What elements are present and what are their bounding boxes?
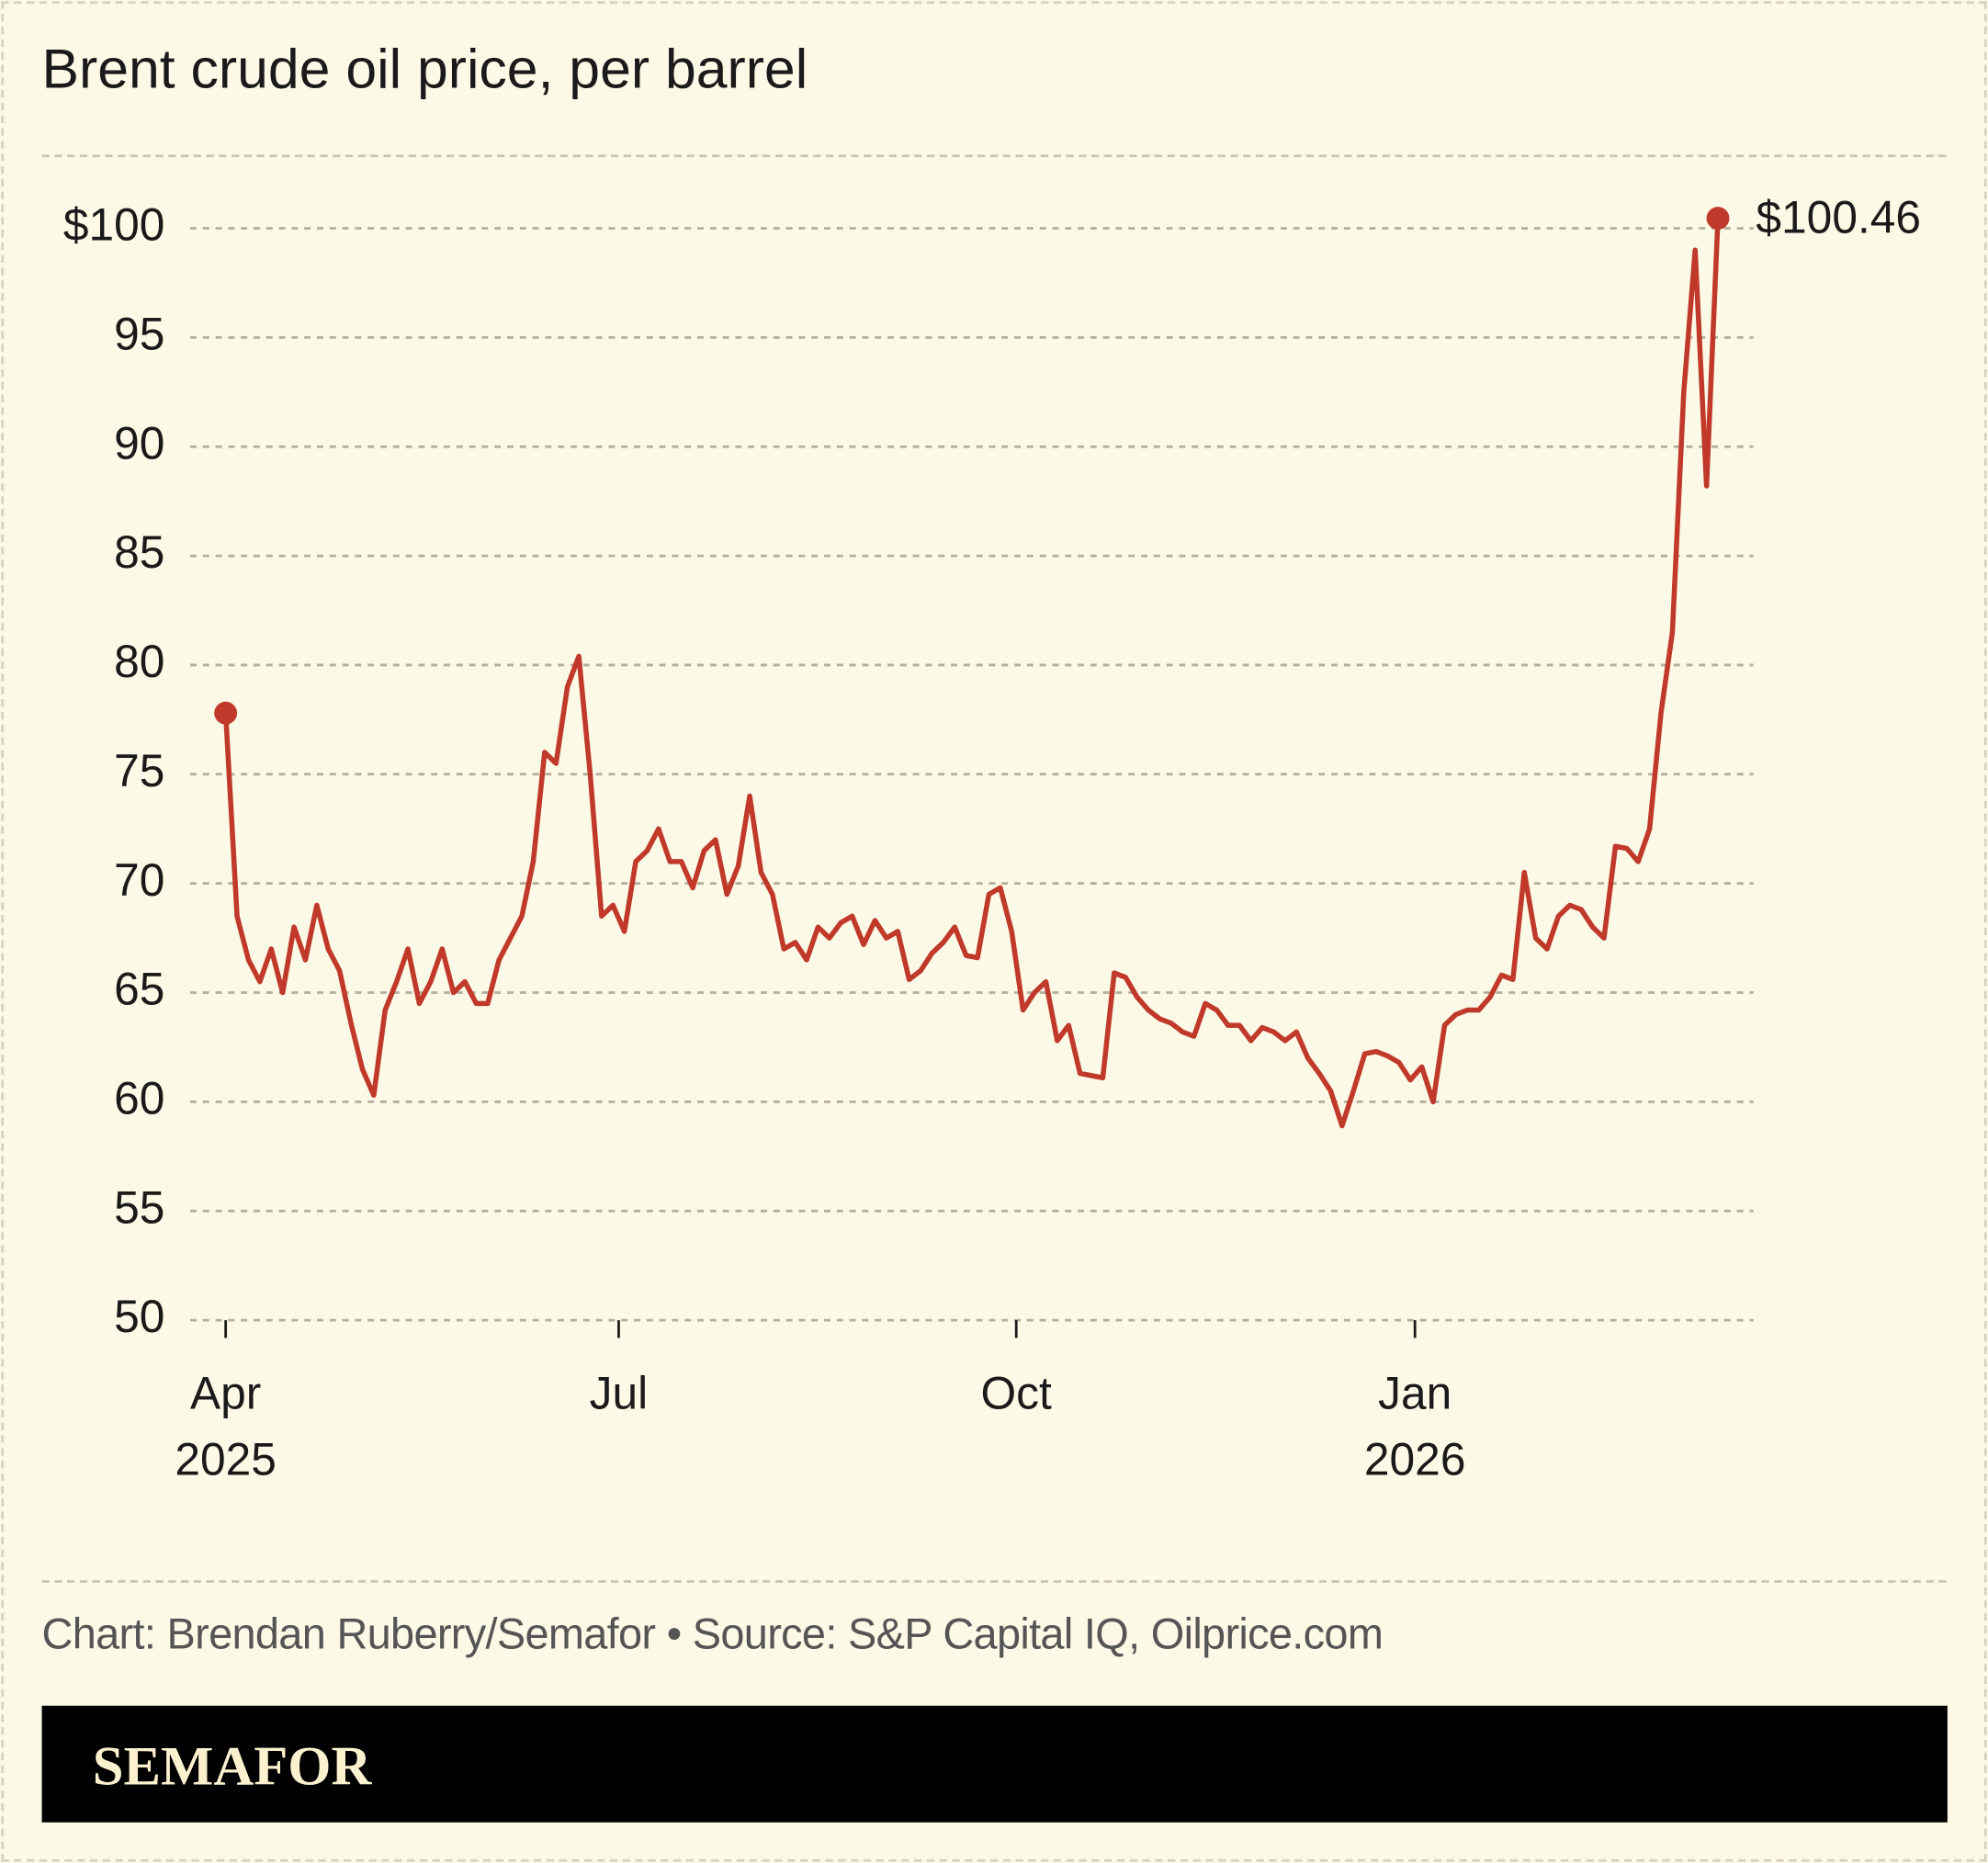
y-tick-label: 90 [114, 417, 164, 469]
end-dot [214, 701, 238, 725]
x-tick-label: Oct [980, 1367, 1052, 1419]
y-tick-label: $100 [63, 199, 165, 251]
x-tick-label: Jan 2026 [1363, 1367, 1466, 1485]
y-tick-label: 75 [114, 745, 164, 796]
brand: SEMAFOR [92, 1734, 372, 1798]
y-tick-label: 85 [114, 526, 164, 578]
line [222, 218, 1721, 1129]
rule [41, 154, 1947, 158]
chart: $100 95 90 85 80 75 70 65 60 55 50 $100.46 [63, 191, 1921, 1342]
end-dot [1706, 207, 1730, 230]
rule [41, 1580, 1947, 1583]
y-tick-label: 95 [114, 308, 164, 359]
x-tick-label: Jul [589, 1367, 649, 1419]
y-tick-label: 70 [114, 854, 164, 906]
y-tick-label: 50 [114, 1291, 164, 1342]
x-tick-label: Apr 2025 [175, 1367, 277, 1485]
y-tick-label: 60 [114, 1072, 164, 1123]
brand-bar: SEMAFOR [41, 1705, 1948, 1823]
y-tick-label: 65 [114, 964, 164, 1015]
y-tick-label: 80 [114, 636, 164, 687]
value-label: $100.46 [1756, 191, 1921, 243]
chart-title: Brent crude oil price, per barrel [41, 38, 808, 101]
y-tick-label: 55 [114, 1181, 164, 1233]
source: Chart: Brendan Ruberry/Semafor • Source:… [41, 1610, 1384, 1659]
